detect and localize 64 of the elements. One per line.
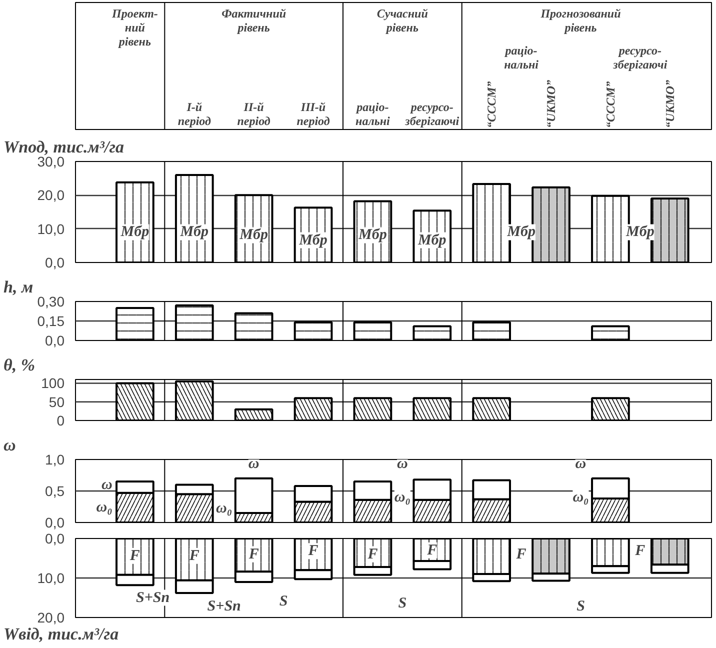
annotation: Mбр [506, 224, 536, 240]
category-label: III-й період [296, 100, 330, 128]
y-tick-label: 20,0 [37, 187, 65, 204]
text: Проект- ний рівень [110, 6, 158, 48]
category-label: II-й період [237, 100, 270, 128]
y-tick-label: 0,0 [45, 332, 65, 348]
text: Фактичний рівень [222, 6, 286, 34]
annotation: S [576, 598, 585, 614]
y-tick-label: 0,0 [45, 514, 65, 530]
text: ресурсо- зберігаючі [612, 43, 668, 72]
annotation: F [128, 548, 140, 564]
y-tick-label: 30,0 [37, 154, 65, 170]
category-label: I-й період [178, 100, 211, 128]
y-tick-label: 0,5 [45, 483, 65, 499]
y-tick-label: 0,15 [37, 313, 65, 329]
annotation: F [366, 546, 378, 562]
y-axis-title: θ, % [4, 356, 35, 374]
annotation: ω₀ [216, 500, 232, 517]
category-label: “UKMO” [662, 80, 677, 128]
y-axis-title: ω [4, 436, 16, 454]
text: Прогнозований рівень [540, 6, 622, 34]
annotation: F [426, 542, 438, 558]
annotation: Mбр [625, 224, 655, 240]
y-tick-label: 0,0 [45, 254, 65, 270]
y-tick-label: 100 [41, 375, 65, 392]
series-label: ω₀ [96, 500, 112, 516]
category-label: раціо- нальні [356, 100, 390, 128]
annotation: Mбр [238, 227, 268, 244]
annotation: F [248, 546, 259, 562]
annotation: ω [575, 456, 586, 472]
y-tick-label: 10,0 [37, 220, 65, 237]
annotation: S+Sп [207, 598, 241, 614]
annotation: Mбр [120, 224, 150, 240]
y-tick-label: 50 [48, 394, 65, 410]
annotation: Mбр [298, 232, 328, 248]
text: раціо- нальні [504, 43, 540, 72]
category-label: ресурсо- зберігаючі [405, 100, 460, 128]
category-label: “CCCM” [603, 81, 618, 128]
annotation: Mбр [179, 224, 210, 240]
annotation: Mбр [358, 227, 388, 244]
y-tick-label: 0 [56, 412, 65, 428]
text: Сучасний рівень [376, 6, 428, 34]
y-tick-label: 1,0 [45, 452, 65, 468]
annotation: F [307, 543, 318, 560]
annotation: S+Sп [136, 590, 170, 606]
y-tick-label: 10,0 [37, 570, 65, 586]
annotation: S [398, 595, 407, 612]
annotation: F [634, 543, 646, 560]
annotation: ω [248, 456, 260, 472]
annotation: ω [396, 456, 408, 472]
annotation: F [515, 546, 526, 562]
series-label: ω [102, 476, 113, 493]
y-axis-title: h, м [4, 278, 34, 296]
annotation: Mбр [416, 232, 447, 248]
y-axis-title: Wпод, тис.м³/га [4, 138, 124, 156]
annotation: S [279, 594, 288, 610]
category-label: “UKMO” [544, 80, 558, 128]
y-tick-label: 20,0 [37, 610, 65, 626]
annotation: ω₀ [572, 489, 589, 506]
annotation: ω₀ [394, 489, 410, 506]
y-tick-label: 0,30 [37, 294, 65, 310]
category-label: “CCCM” [484, 81, 499, 128]
y-axis-title: Wвід, тис.м³/га [4, 624, 120, 644]
y-tick-label: 0,0 [45, 530, 65, 546]
